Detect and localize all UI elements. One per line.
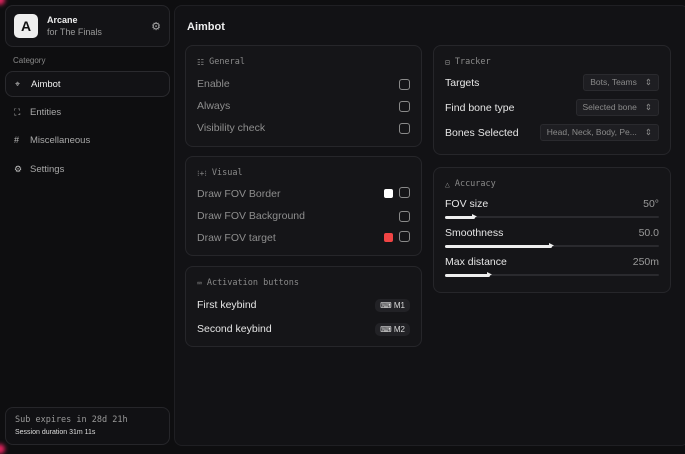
sidebar-item-entities[interactable]: ⛶ Entities [5, 99, 170, 125]
fov-border-color-swatch[interactable] [384, 189, 393, 198]
row-label: Draw FOV Background [197, 210, 305, 222]
slider-1[interactable]: Smoothness 50.0 [445, 227, 659, 248]
row-label: Draw FOV Border [197, 188, 281, 200]
enable-checkbox[interactable] [399, 78, 410, 90]
fov-background-checkbox[interactable] [399, 210, 410, 222]
always-checkbox[interactable] [399, 100, 410, 112]
slider-fill [445, 244, 552, 248]
slider-fill [445, 215, 475, 219]
slider-2[interactable]: Max distance 250m [445, 256, 659, 277]
slider-track[interactable] [445, 272, 659, 277]
keyboard-icon: ⌨ [197, 278, 202, 288]
first-keybind-button[interactable]: ⌨ M1 [375, 298, 410, 312]
activation-card: ⌨ Activation buttons First keybind ⌨ M1 Se… [185, 266, 422, 347]
bones-selected-select[interactable]: Head, Neck, Body, Pe... ⇕ [539, 124, 659, 141]
bone-type-select[interactable]: Selected bone ⇕ [575, 99, 659, 116]
session-duration: Session duration 31m 11s [15, 429, 96, 436]
enable-row[interactable]: Enable [197, 73, 410, 95]
card-title: Visual [211, 168, 243, 178]
app-name: Arcane [47, 15, 78, 25]
general-card: ☷ General Enable Always Visibility check [185, 45, 422, 147]
chevron-updown-icon: ⇕ [644, 127, 652, 137]
key-label: M2 [393, 324, 405, 334]
fov-border-checkbox[interactable] [399, 187, 410, 198]
row-label: Second keybind [197, 323, 272, 335]
slider-label: Max distance [445, 256, 507, 268]
warning-triangle-icon: △ [445, 179, 450, 189]
chevron-updown-icon: ⇕ [644, 77, 652, 87]
logo: A [14, 14, 38, 38]
slider-0[interactable]: FOV size 50° [445, 198, 659, 219]
row-label: Enable [197, 78, 230, 90]
row-label: Targets [445, 76, 480, 89]
sidebar-item-miscellaneous[interactable]: # Miscellaneous [5, 127, 170, 153]
sidebar-item-aimbot[interactable]: ⌖ Aimbot [5, 71, 170, 97]
row-label: Always [197, 100, 231, 112]
visual-card: ⁝+⁝ Visual Draw FOV Border Draw FOV Backg… [185, 156, 422, 256]
sidebar-item-label: Miscellaneous [30, 134, 91, 146]
slider-label: Smoothness [445, 227, 504, 239]
row-label: First keybind [197, 299, 257, 311]
slider-thumb[interactable] [486, 272, 492, 277]
row-label: Bones Selected [445, 126, 519, 139]
app-subtitle: for The Finals [47, 27, 102, 37]
slider-label: FOV size [445, 198, 489, 210]
slider-track[interactable] [445, 243, 659, 248]
slider-thumb[interactable] [549, 243, 554, 248]
accent-corner [0, 0, 5, 5]
select-value: Selected bone [582, 102, 637, 112]
slider-thumb[interactable] [471, 214, 477, 219]
targets-select[interactable]: Bots, Teams ⇕ [583, 74, 659, 91]
accent-corner [0, 444, 5, 454]
select-value: Head, Neck, Body, Pe... [546, 127, 637, 137]
tracker-icon: ⊟ [445, 57, 450, 67]
crosshair-icon: ⌖ [15, 78, 21, 89]
settings-gear-icon[interactable]: ⚙ [151, 20, 161, 33]
slider-fill [445, 273, 490, 277]
card-title: General [209, 57, 245, 67]
card-title: Tracker [454, 57, 491, 67]
slider-track[interactable] [445, 214, 659, 219]
tracker-card: ⊟ Tracker Targets Bots, Teams ⇕ Find bone t… [433, 45, 671, 155]
sidebar-item-label: Entities [30, 106, 62, 118]
row-label: Visibility check [197, 122, 266, 134]
gear-icon: ⚙ [14, 163, 23, 174]
page-title: Aimbot [187, 21, 225, 33]
visibility-check-row[interactable]: Visibility check [197, 117, 410, 139]
subscription-card: Sub expires in 28d 21h Session duration … [5, 407, 170, 445]
sidebar-item-label: Aimbot [31, 78, 61, 90]
fov-target-color-swatch[interactable] [384, 233, 393, 242]
brand-card: A Arcane for The Finals ⚙ [5, 5, 170, 47]
sidebar-item-label: Settings [30, 163, 65, 175]
users-icon: ⛶ [14, 106, 21, 117]
card-title: Accuracy [454, 179, 496, 189]
key-label: M1 [393, 300, 405, 310]
sidebar-item-settings[interactable]: ⚙ Settings [5, 156, 170, 182]
slider-value: 50° [643, 198, 659, 210]
row-label: Find bone type [445, 101, 515, 114]
menu-icon: ☷ [197, 57, 205, 67]
slider-value: 250m [632, 256, 659, 268]
grid-icon: # [14, 135, 20, 145]
fov-target-checkbox[interactable] [399, 231, 410, 242]
eye-icon: ⁝+⁝ [197, 168, 207, 178]
category-label: Category [13, 56, 46, 65]
visibility-check-checkbox[interactable] [399, 122, 410, 134]
always-row[interactable]: Always [197, 95, 410, 117]
second-keybind-button[interactable]: ⌨ M2 [375, 322, 410, 336]
slider-value: 50.0 [638, 227, 659, 239]
row-label: Draw FOV target [197, 232, 276, 244]
select-value: Bots, Teams [590, 77, 637, 87]
main-panel: Aimbot ☷ General Enable Always Visibility… [174, 5, 685, 446]
chevron-updown-icon: ⇕ [644, 102, 652, 112]
subscription-expiry: Sub expires in 28d 21h [15, 415, 128, 425]
accuracy-card: △ Accuracy FOV size 50° Smoothness 50.0 Max… [433, 167, 671, 293]
card-title: Activation buttons [206, 278, 299, 288]
